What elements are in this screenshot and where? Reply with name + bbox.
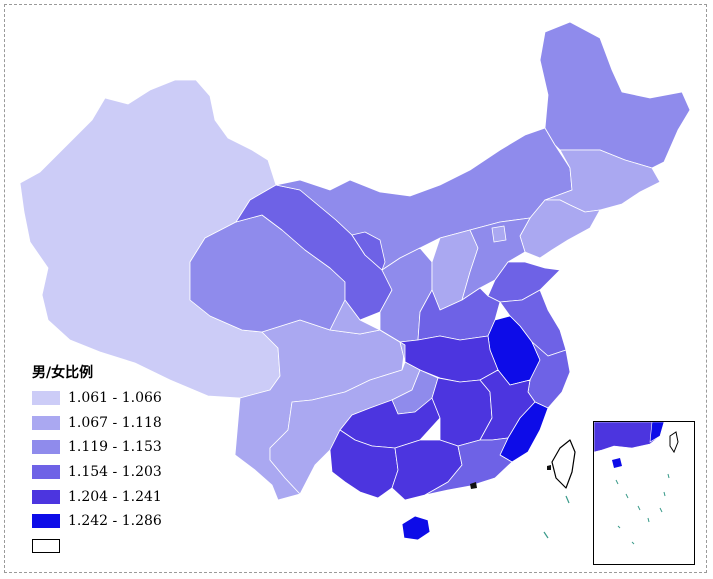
- region-yunnan: [329, 429, 399, 499]
- region-taiwan: [551, 439, 576, 489]
- region-beijing: [491, 225, 507, 243]
- legend-item: [32, 534, 192, 559]
- region-ningxia: [351, 231, 386, 271]
- legend-label: 1.154 - 1.203: [68, 464, 162, 481]
- legend-item: 1.154 - 1.203: [32, 460, 192, 485]
- legend-item: 1.204 - 1.241: [32, 484, 192, 509]
- region-hainan: [401, 515, 431, 541]
- inset-hainan: [612, 458, 622, 468]
- legend-label: 1.119 - 1.153: [68, 439, 162, 456]
- region-guangdong: [424, 437, 513, 496]
- legend: 男/女比例 1.061 - 1.066 1.067 - 1.118 1.119 …: [32, 362, 192, 558]
- inset-map: [594, 422, 679, 545]
- inset-dashes: [615, 473, 670, 545]
- region-sichuan: [269, 299, 421, 495]
- region-guangxi: [391, 439, 463, 501]
- legend-swatch: [32, 514, 60, 529]
- legend-item: 1.119 - 1.153: [32, 435, 192, 460]
- region-jilin: [544, 149, 661, 213]
- legend-swatch: [32, 440, 60, 455]
- legend-label: 1.204 - 1.241: [68, 488, 162, 505]
- legend-item: 1.067 - 1.118: [32, 411, 192, 436]
- legend-label: 1.242 - 1.286: [68, 513, 162, 530]
- legend-swatch: [32, 415, 60, 430]
- south-china-sea-inset: [593, 421, 695, 565]
- legend-label: 1.061 - 1.066: [68, 390, 162, 407]
- region-heilongjiang: [539, 21, 691, 169]
- sea-boundary-dashes: [543, 495, 570, 539]
- inset-taiwan: [669, 431, 679, 454]
- inset-fujian: [649, 422, 665, 443]
- legend-swatch-empty: [32, 538, 60, 553]
- legend-label: 1.067 - 1.118: [68, 414, 162, 431]
- legend-title: 男/女比例: [32, 365, 94, 381]
- legend-item: 1.242 - 1.286: [32, 509, 192, 534]
- legend-item: 1.061 - 1.066: [32, 386, 192, 411]
- legend-swatch: [32, 465, 60, 480]
- legend-swatch: [32, 489, 60, 504]
- legend-swatch: [32, 391, 60, 406]
